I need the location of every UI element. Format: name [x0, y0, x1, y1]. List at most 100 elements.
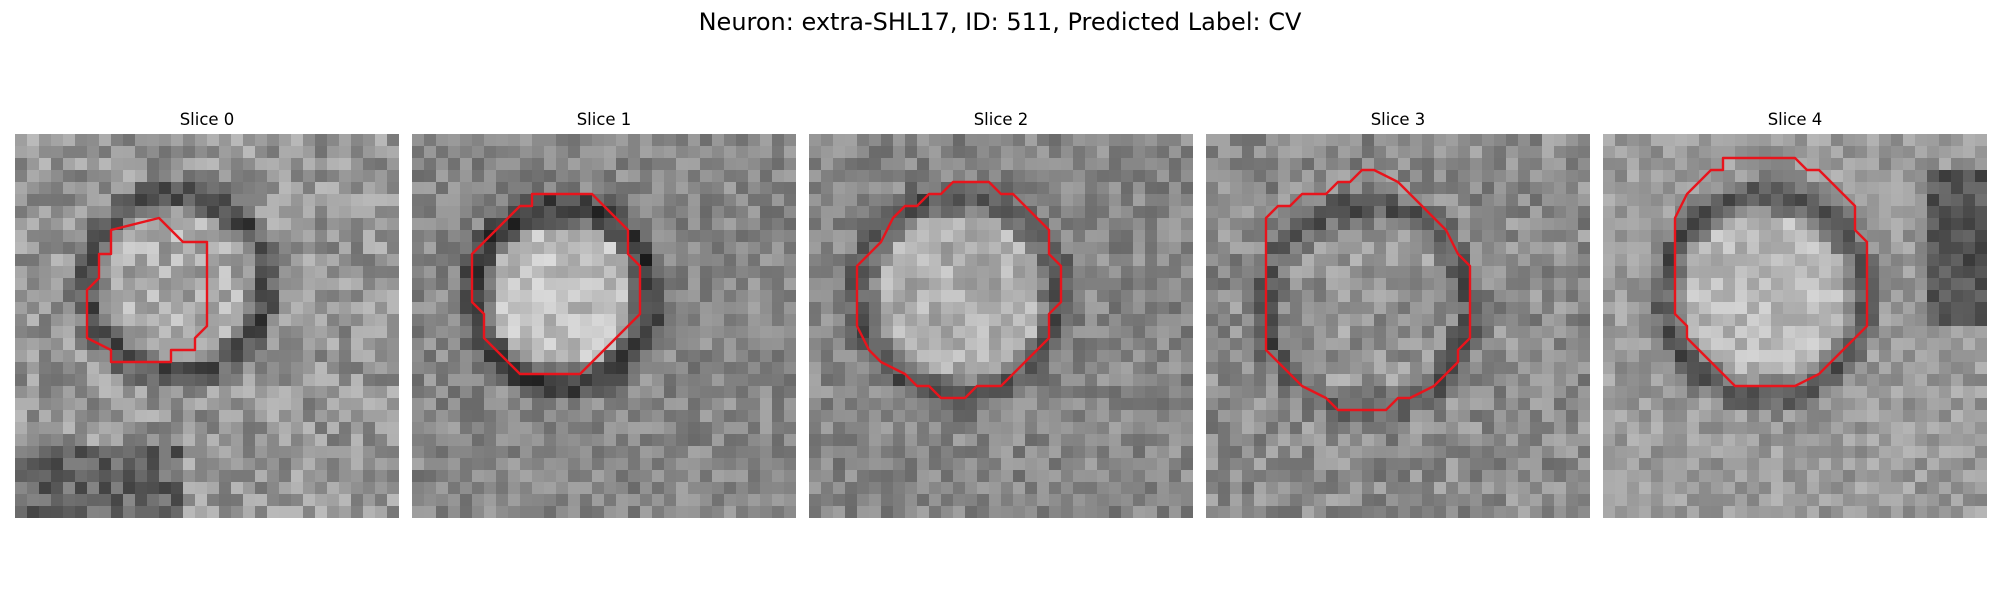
pixel [1230, 230, 1243, 243]
pixel [436, 506, 449, 518]
pixel [1506, 266, 1519, 279]
pixel [1290, 482, 1303, 495]
pixel [1651, 278, 1664, 291]
pixel [640, 146, 653, 159]
pixel [845, 350, 858, 363]
pixel [1663, 362, 1676, 375]
pixel [845, 386, 858, 399]
pixel [845, 362, 858, 375]
pixel [303, 158, 316, 171]
pixel [1542, 134, 1555, 147]
pixel [784, 194, 796, 207]
pixel [652, 206, 665, 219]
pixel [1470, 410, 1483, 423]
pixel [1157, 134, 1170, 147]
pixel [267, 326, 280, 339]
pixel [857, 266, 870, 279]
pixel [1530, 494, 1543, 507]
pixel [1181, 302, 1193, 315]
pixel [1843, 326, 1856, 339]
pixel [1975, 182, 1987, 195]
pixel [1663, 218, 1676, 231]
pixel [1218, 230, 1231, 243]
pixel [472, 146, 485, 159]
pixel [1434, 398, 1447, 411]
pixel [183, 398, 196, 411]
pixel [1218, 266, 1231, 279]
pixel [1085, 326, 1098, 339]
pixel [1807, 146, 1820, 159]
pixel [1434, 146, 1447, 159]
pixel [291, 494, 304, 507]
pixel [869, 302, 882, 315]
pixel [881, 242, 894, 255]
pixel [604, 362, 617, 375]
pixel [448, 266, 461, 279]
pixel [652, 506, 665, 518]
pixel [1302, 242, 1315, 255]
pixel [941, 290, 954, 303]
pixel [1073, 338, 1086, 351]
pixel [772, 158, 785, 171]
pixel [1157, 506, 1170, 518]
pixel [1338, 410, 1351, 423]
pixel [700, 314, 713, 327]
pixel [712, 326, 725, 339]
pixel [941, 482, 954, 495]
pixel [1085, 302, 1098, 315]
pixel [51, 302, 64, 315]
pixel [1013, 422, 1026, 435]
pixel [231, 134, 244, 147]
pixel [1145, 182, 1158, 195]
pixel [1843, 206, 1856, 219]
pixel [712, 170, 725, 183]
pixel [15, 146, 28, 159]
pixel [544, 206, 557, 219]
pixel [604, 398, 617, 411]
pixel [339, 158, 352, 171]
pixel [869, 206, 882, 219]
pixel [544, 362, 557, 375]
pixel [652, 494, 665, 507]
pixel [1735, 386, 1748, 399]
pixel [760, 278, 773, 291]
pixel [821, 182, 834, 195]
pixel [1675, 350, 1688, 363]
pixel [1639, 266, 1652, 279]
pixel [1001, 170, 1014, 183]
pixel [628, 374, 641, 387]
pixel [195, 206, 208, 219]
pixel [1927, 314, 1940, 327]
pixel [1458, 194, 1471, 207]
pixel [1578, 314, 1590, 327]
pixel [1097, 410, 1110, 423]
pixel [472, 194, 485, 207]
pixel [460, 338, 473, 351]
pixel [243, 410, 256, 423]
pixel [436, 458, 449, 471]
pixel [1867, 134, 1880, 147]
pixel [1242, 182, 1255, 195]
pixel [953, 182, 966, 195]
pixel [1181, 230, 1193, 243]
pixel [1446, 446, 1459, 459]
pixel [1711, 134, 1724, 147]
pixel [1109, 134, 1122, 147]
pixel [1169, 134, 1182, 147]
pixel [1013, 170, 1026, 183]
pixel [1386, 350, 1399, 363]
pixel [363, 314, 376, 327]
pixel [1506, 302, 1519, 315]
pixel [1867, 146, 1880, 159]
pixel [51, 398, 64, 411]
pixel [1927, 446, 1940, 459]
pixel [1494, 326, 1507, 339]
pixel [893, 434, 906, 447]
pixel [676, 230, 689, 243]
pixel [616, 422, 629, 435]
pixel [748, 326, 761, 339]
pixel [760, 326, 773, 339]
pixel [1795, 314, 1808, 327]
pixel [1530, 338, 1543, 351]
pixel [1133, 290, 1146, 303]
